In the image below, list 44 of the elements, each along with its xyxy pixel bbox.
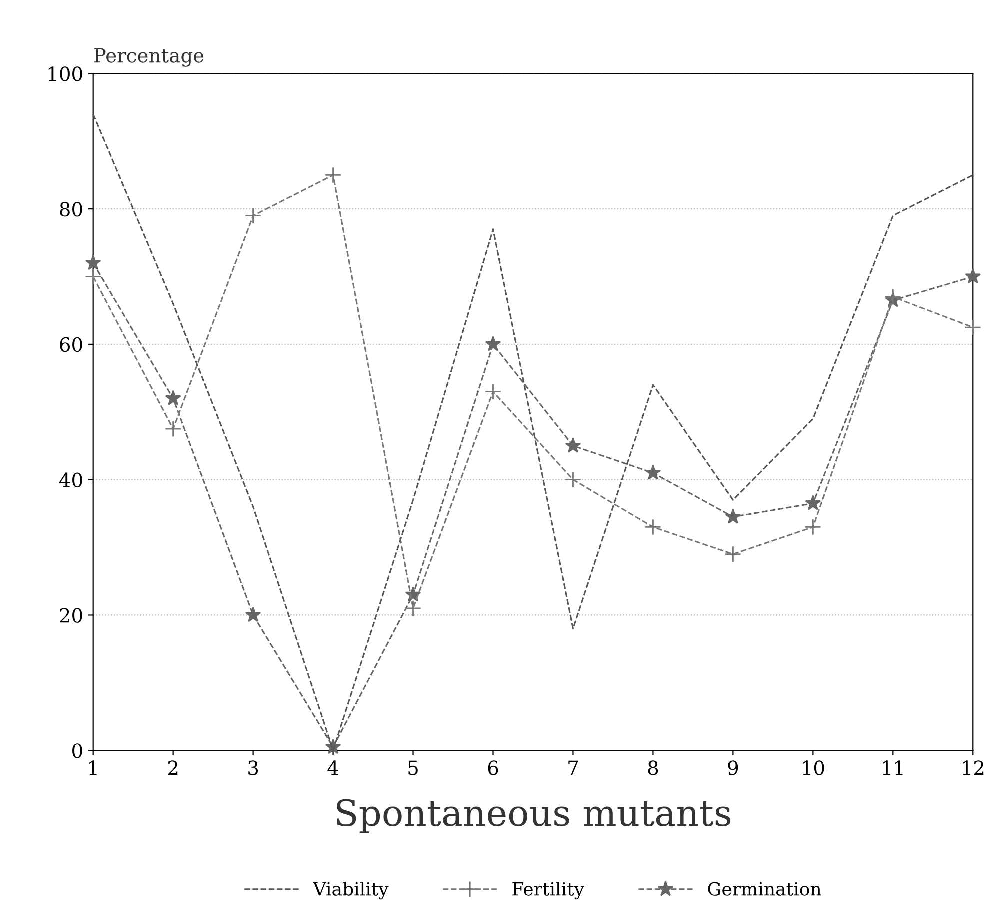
point [645, 464, 662, 480]
x-tick-label: 7 [568, 760, 578, 776]
point [85, 254, 102, 270]
point [725, 508, 742, 524]
y-tick-label: 0 [72, 744, 82, 758]
x-tick-label: 10 [803, 760, 824, 776]
y-tick-label: 20 [60, 608, 82, 623]
x-tick-label: 1 [90, 760, 97, 776]
y-tick-label: 100 [48, 66, 82, 82]
point [244, 208, 262, 224]
y-tick-label: 80 [60, 202, 82, 217]
y-tick-label: 60 [60, 337, 82, 352]
x-tick-label: 12 [963, 760, 984, 776]
point [965, 268, 982, 284]
point [164, 420, 182, 438]
x-axis-title: Spontaneous mutants [337, 799, 731, 834]
point [165, 390, 182, 406]
x-tick-label: 5 [408, 760, 418, 776]
point [804, 518, 822, 536]
point [485, 336, 502, 352]
legend-label: Viability [313, 882, 389, 900]
x-tick-label: 9 [728, 760, 738, 776]
y-tick-label: 40 [59, 472, 82, 488]
point [484, 384, 502, 400]
legend-label: Germination [708, 882, 822, 896]
point [404, 600, 422, 617]
x-tick-label: 2 [168, 760, 178, 776]
x-tick-label: 3 [248, 760, 258, 776]
point [245, 606, 262, 622]
point [85, 268, 102, 286]
legend-label: Fertility [512, 882, 584, 900]
point [724, 546, 742, 563]
point [884, 288, 902, 306]
point [564, 472, 582, 488]
point [964, 319, 982, 336]
x-tick-label: 11 [883, 760, 903, 776]
y-axis-title: Percentage [94, 48, 204, 67]
point [644, 518, 662, 536]
point [565, 438, 582, 453]
point [805, 495, 822, 510]
x-tick-label: 8 [648, 760, 658, 776]
point [324, 166, 342, 184]
x-tick-label: 4 [328, 760, 338, 776]
x-tick-label: 6 [488, 760, 498, 776]
